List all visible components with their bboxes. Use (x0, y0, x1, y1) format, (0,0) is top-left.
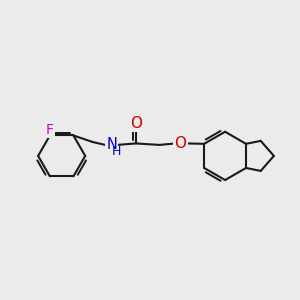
Text: O: O (175, 136, 187, 151)
Text: O: O (130, 116, 142, 131)
Text: N: N (106, 137, 117, 152)
Text: H: H (112, 145, 122, 158)
Text: F: F (46, 123, 54, 137)
